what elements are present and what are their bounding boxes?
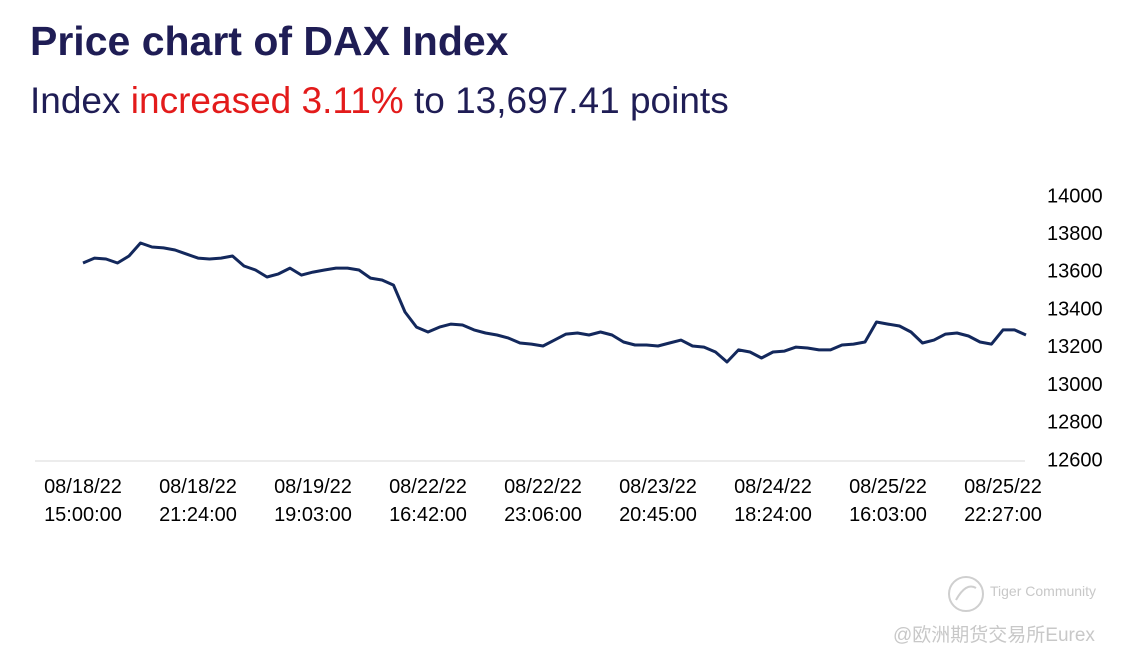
x-tick-label: 08/18/22 21:24:00 bbox=[159, 476, 237, 526]
y-tick-label: 13400 bbox=[1047, 298, 1103, 320]
subtitle-part: increased 3.11% bbox=[130, 80, 404, 121]
x-tick-label: 08/19/22 19:03:00 bbox=[274, 476, 352, 526]
x-tick-label: 08/25/22 16:03:00 bbox=[849, 476, 927, 526]
y-tick-label: 13200 bbox=[1047, 336, 1103, 358]
y-tick-label: 12600 bbox=[1047, 449, 1103, 471]
watermark: @欧洲期货交易所Eurex bbox=[893, 625, 1095, 646]
x-tick-label: 08/22/22 23:06:00 bbox=[504, 476, 582, 526]
x-tick-label: 08/24/22 18:24:00 bbox=[734, 476, 812, 526]
y-tick-label: 13800 bbox=[1047, 223, 1103, 245]
subtitle-part: Index bbox=[30, 80, 131, 121]
x-tick-label: 08/18/22 15:00:00 bbox=[44, 476, 122, 526]
line-series bbox=[82, 241, 1027, 364]
y-tick-label: 13600 bbox=[1047, 261, 1103, 283]
x-tick-label: 08/25/22 22:27:00 bbox=[964, 476, 1042, 526]
chart-title: Price chart of DAX Index bbox=[30, 18, 509, 64]
watermark-logo bbox=[948, 576, 984, 612]
subtitle-part: to 13,697.41 points bbox=[403, 80, 729, 121]
x-tick-label: 08/23/22 20:45:00 bbox=[619, 476, 697, 526]
y-tick-label: 14000 bbox=[1047, 185, 1103, 207]
chart-subtitle: Index increased 3.11% to 13,697.41 point… bbox=[30, 80, 729, 122]
watermark: Tiger Community bbox=[990, 583, 1097, 599]
y-tick-label: 13000 bbox=[1047, 374, 1103, 396]
x-tick-label: 08/22/22 16:42:00 bbox=[389, 476, 467, 526]
y-tick-label: 12800 bbox=[1047, 412, 1103, 434]
